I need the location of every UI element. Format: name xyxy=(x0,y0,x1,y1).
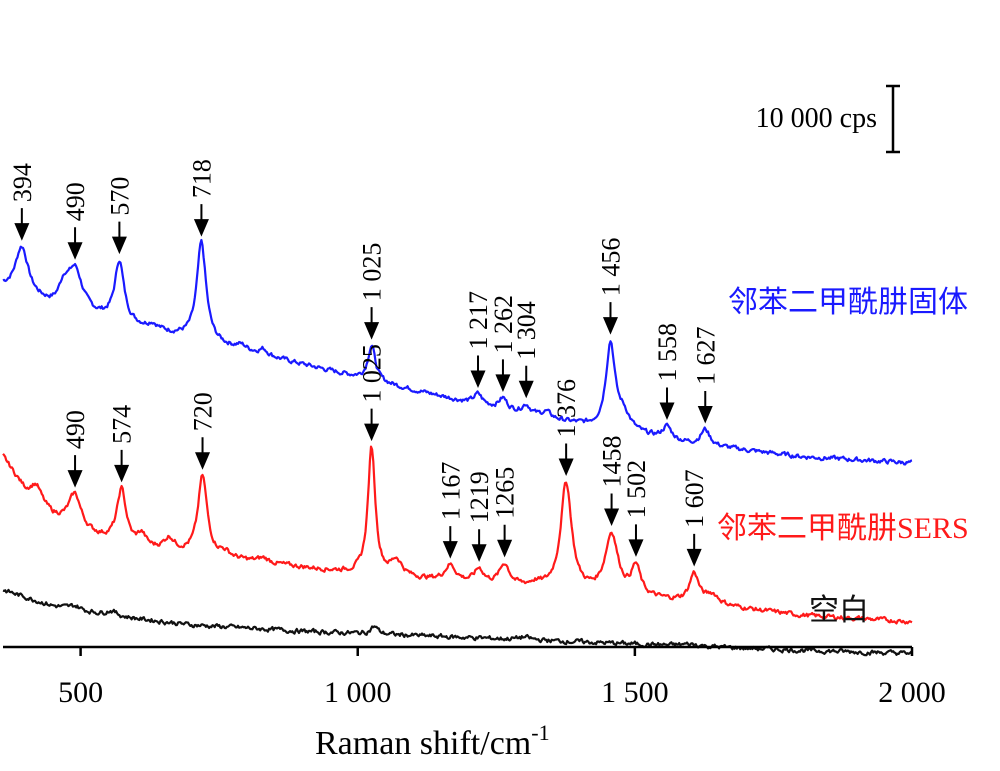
peak-label: 570 xyxy=(105,177,134,216)
scale-bar: 10 000 cps xyxy=(756,84,900,154)
peak-label: 1 627 xyxy=(691,327,720,386)
peak-arrow xyxy=(659,387,675,421)
peak-label: 1 502 xyxy=(622,460,651,519)
peak-label: 1 025 xyxy=(358,243,387,302)
peak-label: 1 558 xyxy=(653,323,682,382)
x-tick-label: 1 000 xyxy=(324,676,392,709)
peak-label: 1 262 xyxy=(489,295,518,354)
peak-label: 1 025 xyxy=(358,344,387,403)
x-axis-title: Raman shift/cm-1 xyxy=(315,720,550,762)
peak-label: 1 304 xyxy=(512,301,541,360)
peak-label: 1219 xyxy=(465,471,494,523)
peak-arrow xyxy=(364,307,380,340)
peak-arrow xyxy=(604,493,620,527)
peak-label: 1 456 xyxy=(596,238,625,297)
peak-label: 1 167 xyxy=(436,462,465,521)
peak-arrow xyxy=(495,359,511,392)
peak-arrow xyxy=(558,443,574,477)
peak-label: 718 xyxy=(187,159,216,198)
peak-label: 1265 xyxy=(491,467,520,519)
x-axis-title-text: Raman shift/cm xyxy=(315,725,531,762)
x-tick-label: 1 500 xyxy=(601,676,669,709)
peak-arrow xyxy=(14,208,30,241)
peak-arrow xyxy=(686,533,702,567)
peak-label: 394 xyxy=(8,163,37,202)
x-axis-title-superscript: -1 xyxy=(531,720,549,745)
peak-arrow xyxy=(364,408,380,442)
peak-label: 490 xyxy=(61,410,90,449)
series-label-sers: 邻苯二甲酰肼SERS xyxy=(717,512,969,545)
peak-arrow xyxy=(470,355,486,388)
peak-arrow xyxy=(67,227,83,260)
peak-arrow xyxy=(628,524,644,557)
peak-arrow xyxy=(111,221,127,255)
peak-arrow xyxy=(518,365,534,399)
peak-label: 490 xyxy=(61,182,90,221)
peak-label: 720 xyxy=(189,392,218,431)
peak-arrow xyxy=(497,524,513,558)
peak-arrow xyxy=(697,391,713,424)
x-tick-label: 500 xyxy=(58,676,103,709)
peak-label: 574 xyxy=(108,405,137,444)
x-tick-label: 2 000 xyxy=(878,676,946,709)
peak-arrow xyxy=(67,455,83,488)
peak-arrow xyxy=(471,529,487,562)
peak-arrow xyxy=(114,449,130,483)
peak-arrow xyxy=(602,302,618,335)
spectra-traces xyxy=(2,238,913,657)
peak-label: 1 217 xyxy=(464,291,493,350)
series-line-blank xyxy=(2,588,913,657)
peak-label: 1 607 xyxy=(680,469,709,528)
series-line-sers xyxy=(2,445,913,625)
x-axis-ticks: 500 1 000 1 500 2 000 xyxy=(58,647,946,709)
series-label-blank: 空白 xyxy=(809,594,869,627)
peak-arrow xyxy=(195,437,211,470)
peak-label: 1458 xyxy=(598,435,627,487)
series-line-solid xyxy=(2,238,913,466)
scale-bar-label: 10 000 cps xyxy=(756,103,877,134)
peak-arrow xyxy=(442,526,458,559)
peak-label: 1 376 xyxy=(552,379,581,438)
series-label-solid: 邻苯二甲酰肼固体 xyxy=(728,286,968,319)
peak-arrow xyxy=(193,204,209,237)
